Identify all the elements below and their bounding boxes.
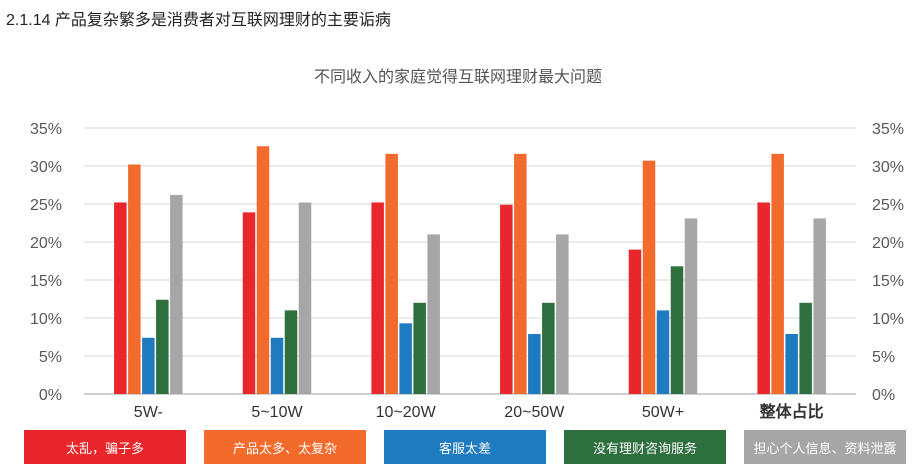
- y-tick-label-left: 15%: [30, 273, 62, 290]
- chart-title: 不同收入的家庭觉得互联网理财最大问题: [313, 69, 602, 86]
- bar: [256, 146, 270, 394]
- bar: [156, 299, 169, 394]
- y-tick-label-right: 30%: [872, 159, 904, 176]
- bar: [128, 164, 141, 394]
- y-tick-label-left: 20%: [30, 235, 62, 252]
- bar: [142, 337, 155, 394]
- bar: [656, 310, 670, 394]
- bar: [771, 153, 784, 394]
- x-tick-label: 50W+: [642, 404, 684, 421]
- legend-item: 担心个人信息、资料泄露: [744, 430, 906, 464]
- bar: [813, 218, 826, 394]
- legend-item: 没有理财咨询服务: [564, 430, 726, 464]
- legend-item: 产品太多、太复杂: [204, 430, 366, 464]
- y-tick-label-left: 0%: [39, 387, 62, 404]
- bar: [642, 160, 656, 394]
- bar: [670, 266, 684, 394]
- bar: [284, 310, 298, 394]
- bar: [371, 202, 384, 394]
- bar: [298, 202, 312, 394]
- bar: [542, 302, 555, 394]
- bar: [757, 202, 770, 394]
- page-heading: 2.1.14 产品复杂繁多是消费者对互联网理财的主要诟病: [6, 12, 391, 29]
- bar: [413, 302, 426, 394]
- y-tick-label-left: 5%: [39, 349, 62, 366]
- bar: [270, 337, 284, 394]
- y-tick-label-right: 10%: [872, 311, 904, 328]
- y-tick-label-left: 10%: [30, 311, 62, 328]
- x-tick-label: 5W-: [134, 404, 163, 421]
- bar: [684, 218, 698, 394]
- y-tick-label-right: 25%: [872, 197, 904, 214]
- y-tick-label-right: 35%: [872, 121, 904, 138]
- y-tick-label-right: 20%: [872, 235, 904, 252]
- bar: [799, 302, 812, 394]
- y-tick-label-right: 15%: [872, 273, 904, 290]
- bar-chart: 0% 0% 5% 5% 10% 10% 15% 15% 20% 20% 25% 25% 30% 30% 35…: [30, 121, 904, 421]
- legend-item: 客服太差: [384, 430, 546, 464]
- bar: [556, 234, 569, 394]
- bar: [500, 204, 513, 394]
- y-tick-label-right: 0%: [872, 387, 895, 404]
- y-tick-label-left: 35%: [30, 121, 62, 138]
- bar: [170, 194, 183, 394]
- y-tick-label-left: 30%: [30, 159, 62, 176]
- bar: [427, 234, 440, 394]
- bar: [242, 212, 256, 394]
- x-tick-label: 整体占比: [759, 402, 824, 421]
- bar: [514, 153, 527, 394]
- chart-legend: 太乱，骗子多 产品太多、太复杂 客服太差 没有理财咨询服务 担心个人信息、资料泄露: [0, 428, 916, 466]
- bar: [399, 323, 412, 394]
- bar: [785, 333, 798, 394]
- bar: [385, 153, 398, 394]
- legend-item: 太乱，骗子多: [24, 430, 186, 464]
- x-tick-label: 5~10W: [251, 404, 303, 421]
- bar: [628, 249, 642, 394]
- bar: [114, 202, 127, 394]
- y-tick-label-left: 25%: [30, 197, 62, 214]
- bar: [528, 333, 541, 394]
- x-tick-label: 20~50W: [504, 404, 565, 421]
- x-tick-label: 10~20W: [376, 404, 437, 421]
- y-tick-label-right: 5%: [872, 349, 895, 366]
